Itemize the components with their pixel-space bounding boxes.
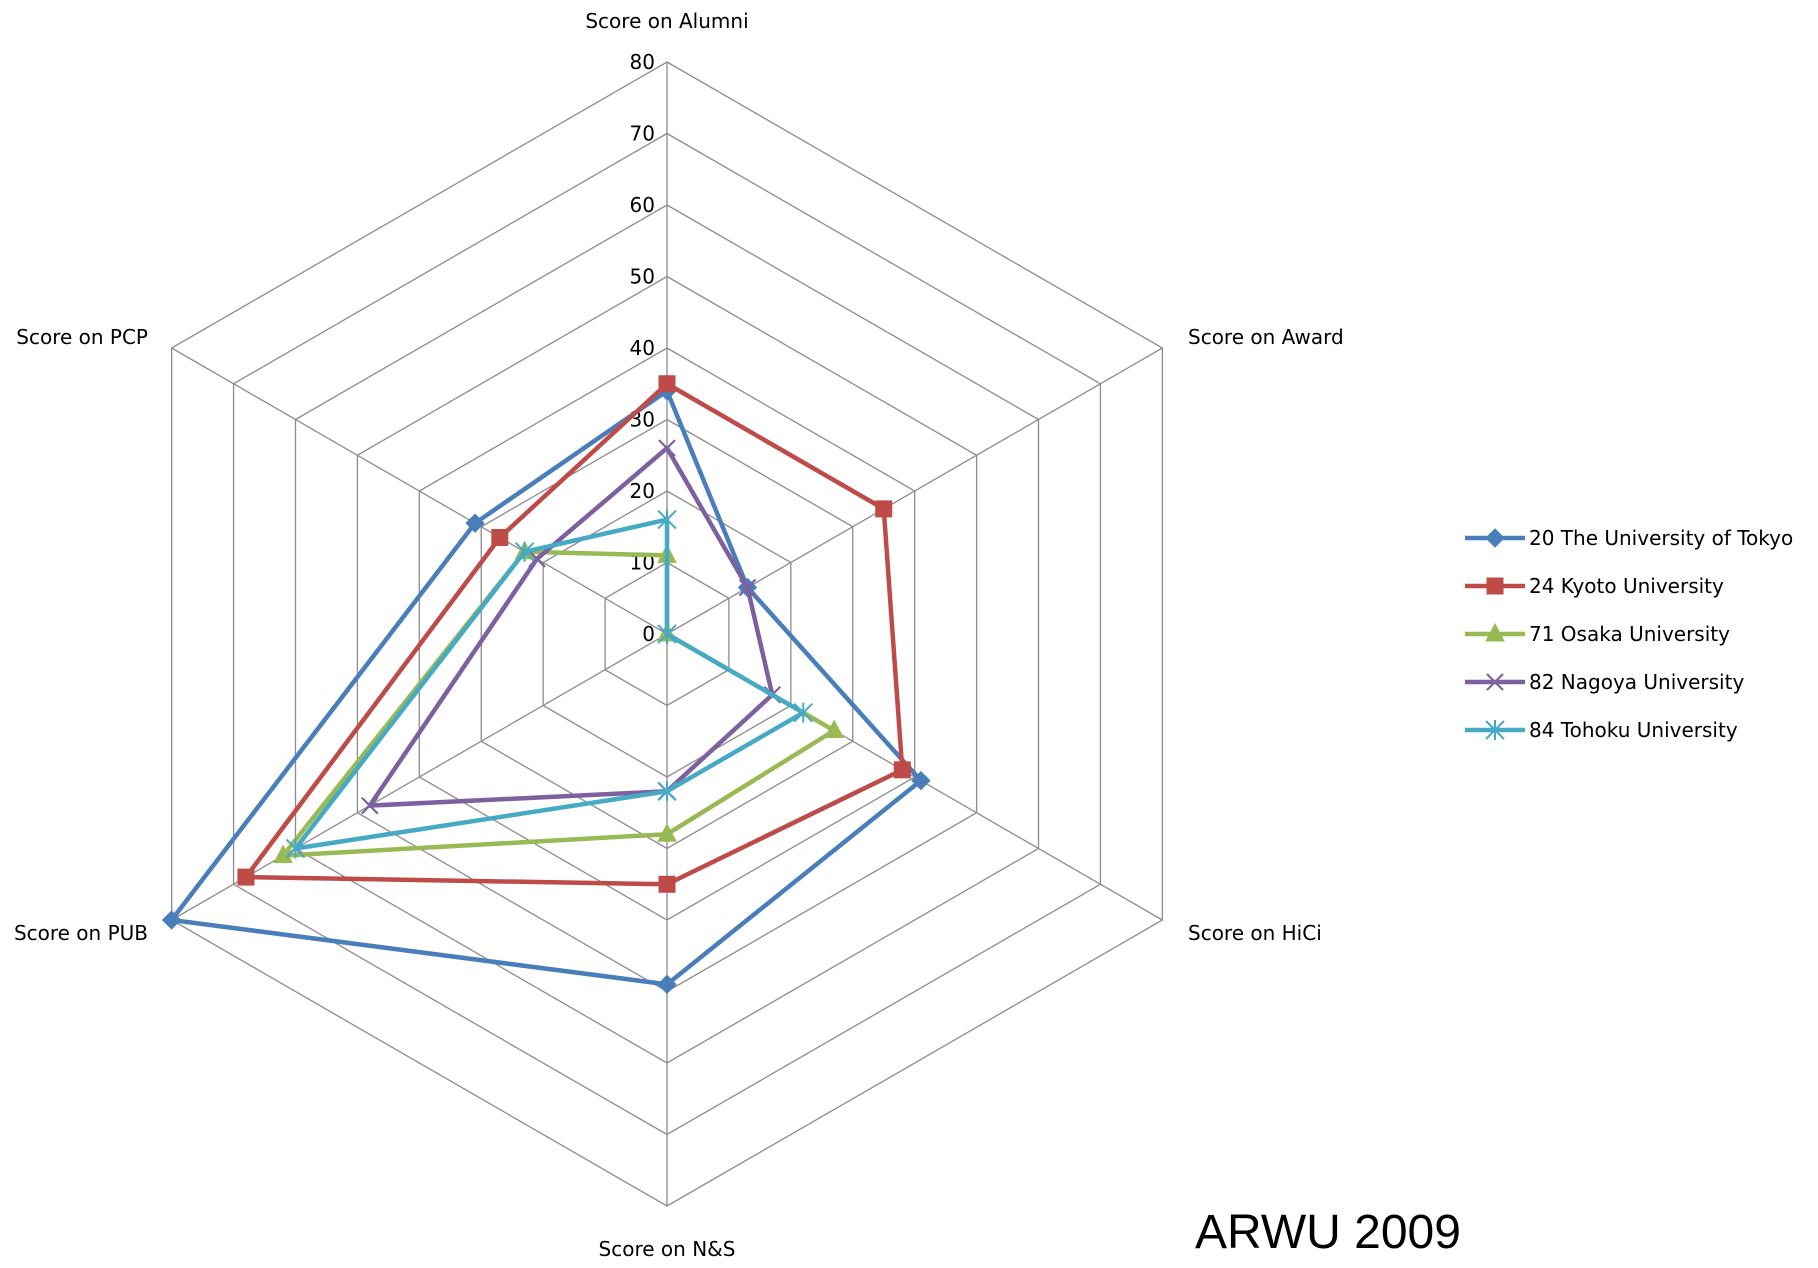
series-line (169, 388, 924, 987)
data-point-marker (824, 719, 845, 739)
axis-label: Score on HiCi (1188, 921, 1322, 945)
data-point-marker (875, 500, 893, 518)
data-point-marker (738, 578, 757, 597)
data-point-marker (911, 770, 931, 791)
radial-tick-label: 80 (630, 50, 655, 74)
data-point-marker (491, 528, 509, 546)
data-point-marker (361, 796, 379, 815)
chart-annotation: ARWU 2009 (1195, 1206, 1461, 1259)
series-plot-area (161, 375, 931, 995)
legend-marker (1485, 528, 1505, 548)
radial-tick-label: 0 (642, 622, 655, 646)
axis-label: Score on Alumni (585, 9, 748, 33)
legend-marker (1486, 673, 1504, 691)
data-point-marker (657, 823, 677, 842)
data-point-marker (657, 781, 677, 802)
data-point-marker (657, 624, 677, 644)
axis-label: Score on N&S (599, 1237, 736, 1261)
radial-tick-label: 70 (630, 122, 655, 146)
axis-label: Score on PCP (16, 325, 148, 349)
legend-entry: 20 The University of Tokyo (1465, 526, 1793, 550)
legend-entry: 84 Tohoku University (1465, 718, 1738, 742)
legend-label: 20 The University of Tokyo (1529, 526, 1793, 550)
data-point-marker (657, 974, 677, 995)
data-point-marker (657, 509, 677, 530)
legend-marker (1485, 720, 1505, 740)
series-group (361, 439, 782, 815)
radial-tick-label: 60 (630, 193, 655, 217)
series-group (237, 375, 911, 893)
legend-entry: 82 Nagoya University (1465, 670, 1744, 694)
data-point-marker (658, 875, 676, 893)
data-point-marker (658, 375, 676, 393)
data-point-marker (514, 541, 535, 562)
data-point-marker (465, 513, 485, 533)
legend-entry: 24 Kyoto University (1465, 574, 1724, 598)
radial-tick-label: 20 (630, 479, 655, 503)
legend-marker (1485, 622, 1505, 642)
spoke-line (171, 347, 668, 635)
data-point-marker (893, 761, 911, 779)
legend-label: 71 Osaka University (1529, 622, 1730, 646)
axis-label: Score on PUB (14, 921, 148, 945)
data-point-marker (273, 844, 293, 864)
data-point-marker (793, 702, 813, 723)
legend-marker (1486, 577, 1504, 595)
legend: 20 The University of Tokyo 24 Kyoto Unive… (1465, 526, 1793, 742)
data-point-marker (658, 439, 676, 457)
series-group (285, 509, 813, 859)
data-point-marker (528, 550, 546, 568)
series-group (161, 381, 931, 995)
axis-labels: Score on Alumni Score on Award Score on Hi… (14, 9, 1344, 1261)
data-point-marker (161, 910, 182, 930)
series-line (243, 381, 905, 887)
legend-entry: 71 Osaka University (1465, 622, 1730, 646)
legend-label: 82 Nagoya University (1529, 670, 1744, 694)
radial-tick-label: 50 (630, 265, 655, 289)
data-point-marker (285, 838, 306, 859)
radial-tick-label: 30 (630, 408, 655, 432)
legend-label: 84 Tohoku University (1529, 718, 1738, 742)
radial-tick-label: 40 (630, 336, 655, 360)
legend-label: 24 Kyoto University (1529, 574, 1724, 598)
data-point-marker (237, 868, 255, 886)
axis-label: Score on Award (1188, 325, 1344, 349)
